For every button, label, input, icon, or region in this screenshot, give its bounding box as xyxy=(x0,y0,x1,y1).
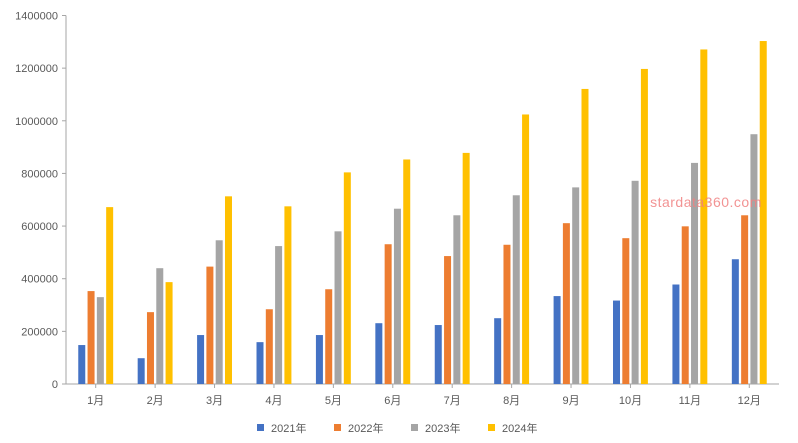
bar-2023年-2月 xyxy=(156,268,164,384)
bar-2022年-1月 xyxy=(87,291,95,384)
bar-2022年-6月 xyxy=(384,244,392,384)
legend-swatch xyxy=(411,424,418,431)
bar-2022年-12月 xyxy=(741,215,749,384)
bar-2023年-11月 xyxy=(691,162,699,384)
bar-2021年-11月 xyxy=(672,284,680,384)
bar-2022年-3月 xyxy=(206,266,214,384)
bar-2022年-11月 xyxy=(681,226,689,384)
legend-swatch xyxy=(257,424,264,431)
y-tick-label: 0 xyxy=(52,379,58,391)
bar-2023年-1月 xyxy=(96,297,104,384)
bar-2024年-6月 xyxy=(403,159,411,384)
y-tick-label: 600000 xyxy=(21,221,58,233)
x-tick-label: 7月 xyxy=(444,395,461,407)
x-tick-label: 1月 xyxy=(87,395,104,407)
bar-2024年-8月 xyxy=(522,114,530,385)
x-tick-label: 3月 xyxy=(206,395,223,407)
legend-swatch xyxy=(488,424,495,431)
bar-2024年-5月 xyxy=(343,172,351,384)
legend-label: 2023年 xyxy=(425,421,460,435)
bar-2024年-11月 xyxy=(700,49,708,384)
bar-2023年-12月 xyxy=(750,134,758,384)
bar-2024年-4月 xyxy=(284,206,292,384)
bar-2024年-12月 xyxy=(759,41,767,384)
bar-2021年-5月 xyxy=(315,335,323,384)
bar-2021年-4月 xyxy=(256,342,264,384)
y-tick-label: 400000 xyxy=(21,274,58,286)
x-tick-label: 11月 xyxy=(679,395,701,407)
bar-2022年-4月 xyxy=(265,309,273,384)
bar-2023年-6月 xyxy=(393,208,401,384)
bar-2022年-9月 xyxy=(562,223,570,384)
bar-2021年-3月 xyxy=(197,335,205,384)
x-tick-label: 5月 xyxy=(325,395,342,407)
bar-2021年-12月 xyxy=(731,259,739,384)
x-tick-label: 12月 xyxy=(738,395,761,407)
bar-2023年-7月 xyxy=(453,215,461,384)
bar-2024年-2月 xyxy=(165,282,173,384)
bar-2023年-4月 xyxy=(275,246,283,384)
x-tick-label: 8月 xyxy=(503,395,520,407)
bar-2023年-3月 xyxy=(215,240,223,384)
bar-2021年-1月 xyxy=(78,345,86,384)
x-tick-label: 6月 xyxy=(384,395,401,407)
legend-label: 2024年 xyxy=(502,421,537,435)
y-tick-label: 1000000 xyxy=(15,116,58,128)
bar-2021年-10月 xyxy=(613,300,621,384)
bar-2023年-10月 xyxy=(631,180,639,384)
bar-2022年-10月 xyxy=(622,238,630,384)
y-tick-label: 1400000 xyxy=(15,11,58,23)
legend-label: 2021年 xyxy=(271,421,306,435)
legend-label: 2022年 xyxy=(348,421,383,435)
bar-2024年-3月 xyxy=(224,196,232,384)
bar-2023年-5月 xyxy=(334,231,342,384)
y-tick-label: 1200000 xyxy=(15,63,58,75)
bar-2024年-9月 xyxy=(581,88,589,385)
x-tick-label: 10月 xyxy=(619,395,642,407)
bar-2024年-7月 xyxy=(462,152,470,384)
bar-2024年-1月 xyxy=(106,207,114,384)
bar-2023年-9月 xyxy=(572,187,580,384)
y-tick-label: 800000 xyxy=(21,168,58,180)
bar-2021年-7月 xyxy=(434,325,442,384)
bar-2021年-2月 xyxy=(137,358,145,384)
x-tick-label: 9月 xyxy=(562,395,579,407)
legend-swatch xyxy=(334,424,341,431)
x-tick-label: 4月 xyxy=(265,395,282,407)
bar-2022年-8月 xyxy=(503,244,511,384)
y-tick-label: 200000 xyxy=(21,326,58,338)
bar-2023年-8月 xyxy=(512,195,520,384)
bar-2022年-2月 xyxy=(146,312,154,384)
bar-2021年-9月 xyxy=(553,296,561,384)
bar-2021年-8月 xyxy=(494,318,502,384)
bar-2021年-6月 xyxy=(375,323,383,384)
bar-2022年-5月 xyxy=(325,289,333,384)
x-tick-label: 2月 xyxy=(147,395,164,407)
bar-2024年-10月 xyxy=(640,68,648,385)
bar-2022年-7月 xyxy=(444,256,452,384)
watermark: stardata360.com xyxy=(650,194,762,210)
